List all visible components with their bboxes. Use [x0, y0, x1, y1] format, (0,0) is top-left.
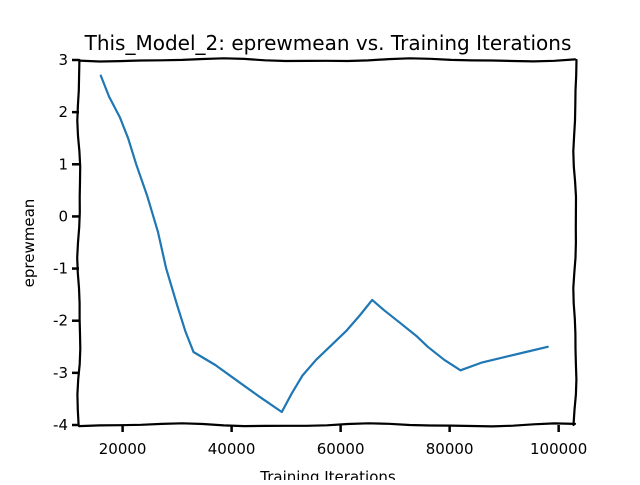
plot-frame-left	[76, 58, 82, 427]
y-axis-ticks: -4 -3 -2 -1 0 1 2 3	[53, 51, 79, 434]
y-axis-label: eprewmean	[20, 199, 38, 288]
y-tick-label: -4	[53, 416, 68, 434]
plot-frame-bottom	[77, 422, 577, 428]
y-tick-label: -1	[53, 260, 68, 278]
x-tick-label: 100000	[530, 440, 587, 458]
x-axis-label: Training Iterations	[259, 468, 396, 480]
y-tick-label: 1	[58, 155, 68, 173]
y-tick-label: -2	[53, 312, 68, 330]
chart-title: This_Model_2: eprewmean vs. Training Ite…	[84, 31, 572, 55]
plot-frame-right	[572, 58, 578, 427]
plot-frame-top	[77, 57, 577, 63]
x-axis-ticks: 20000 40000 60000 80000 100000	[99, 425, 587, 458]
y-tick-label: 0	[58, 207, 68, 225]
x-tick-label: 80000	[426, 440, 474, 458]
x-tick-label: 60000	[317, 440, 365, 458]
y-tick-label: 2	[58, 103, 68, 121]
series-layer	[99, 74, 549, 414]
plot-frame	[76, 57, 578, 428]
x-tick-label: 20000	[99, 440, 147, 458]
y-tick-label: -3	[53, 364, 68, 382]
x-tick-label: 40000	[208, 440, 256, 458]
series-line	[99, 74, 549, 414]
y-tick-label: 3	[58, 51, 68, 69]
